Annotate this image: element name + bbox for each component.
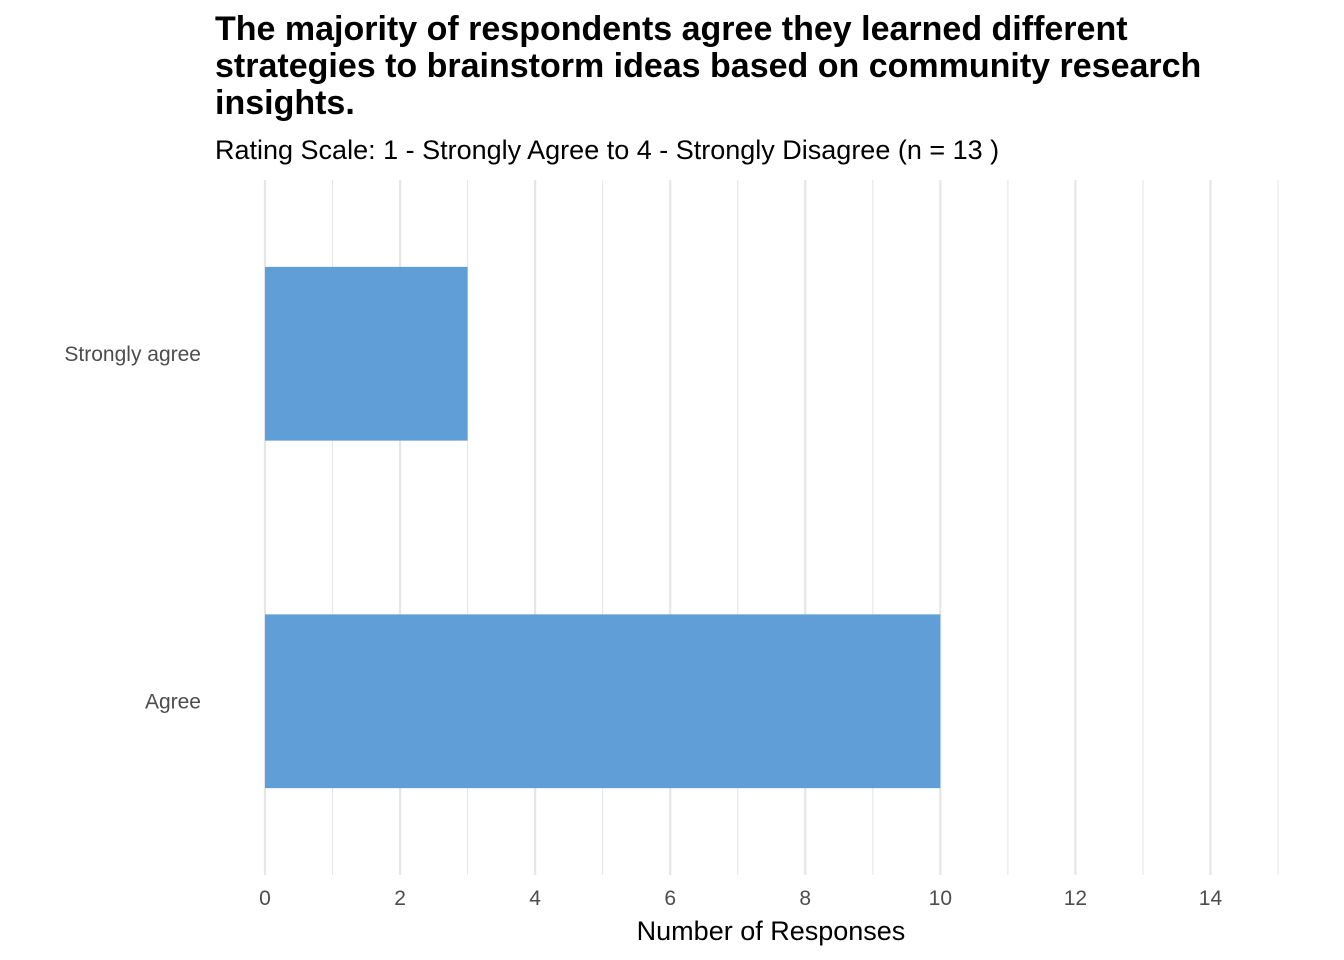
x-axis-title: Number of Responses [637,916,906,946]
bar-agree [265,614,941,789]
chart-title-line-1: The majority of respondents agree they l… [215,10,1128,48]
x-tick-label: 12 [1064,887,1087,910]
chart-title-line-3: insights. [215,84,355,122]
x-tick-label: 4 [529,887,541,910]
x-tick-label: 2 [394,887,406,910]
bar-strongly-agree [265,266,468,441]
chart-subtitle: Rating Scale: 1 - Strongly Agree to 4 - … [215,135,999,165]
y-tick-labels: Strongly agree Agree [64,343,201,714]
chart-title: The majority of respondents agree they l… [215,10,1211,122]
bars [265,266,941,789]
chart-title-line-2: strategies to brainstorm ideas based on … [215,47,1201,85]
x-tick-labels: 0 2 4 6 8 10 12 14 [259,887,1222,910]
y-tick-label: Strongly agree [64,343,201,366]
x-tick-label: 6 [664,887,676,910]
x-tick-label: 14 [1199,887,1223,910]
x-tick-label: 10 [929,887,952,910]
x-tick-label: 0 [259,887,271,910]
x-tick-label: 8 [799,887,811,910]
y-tick-label: Agree [145,690,201,713]
